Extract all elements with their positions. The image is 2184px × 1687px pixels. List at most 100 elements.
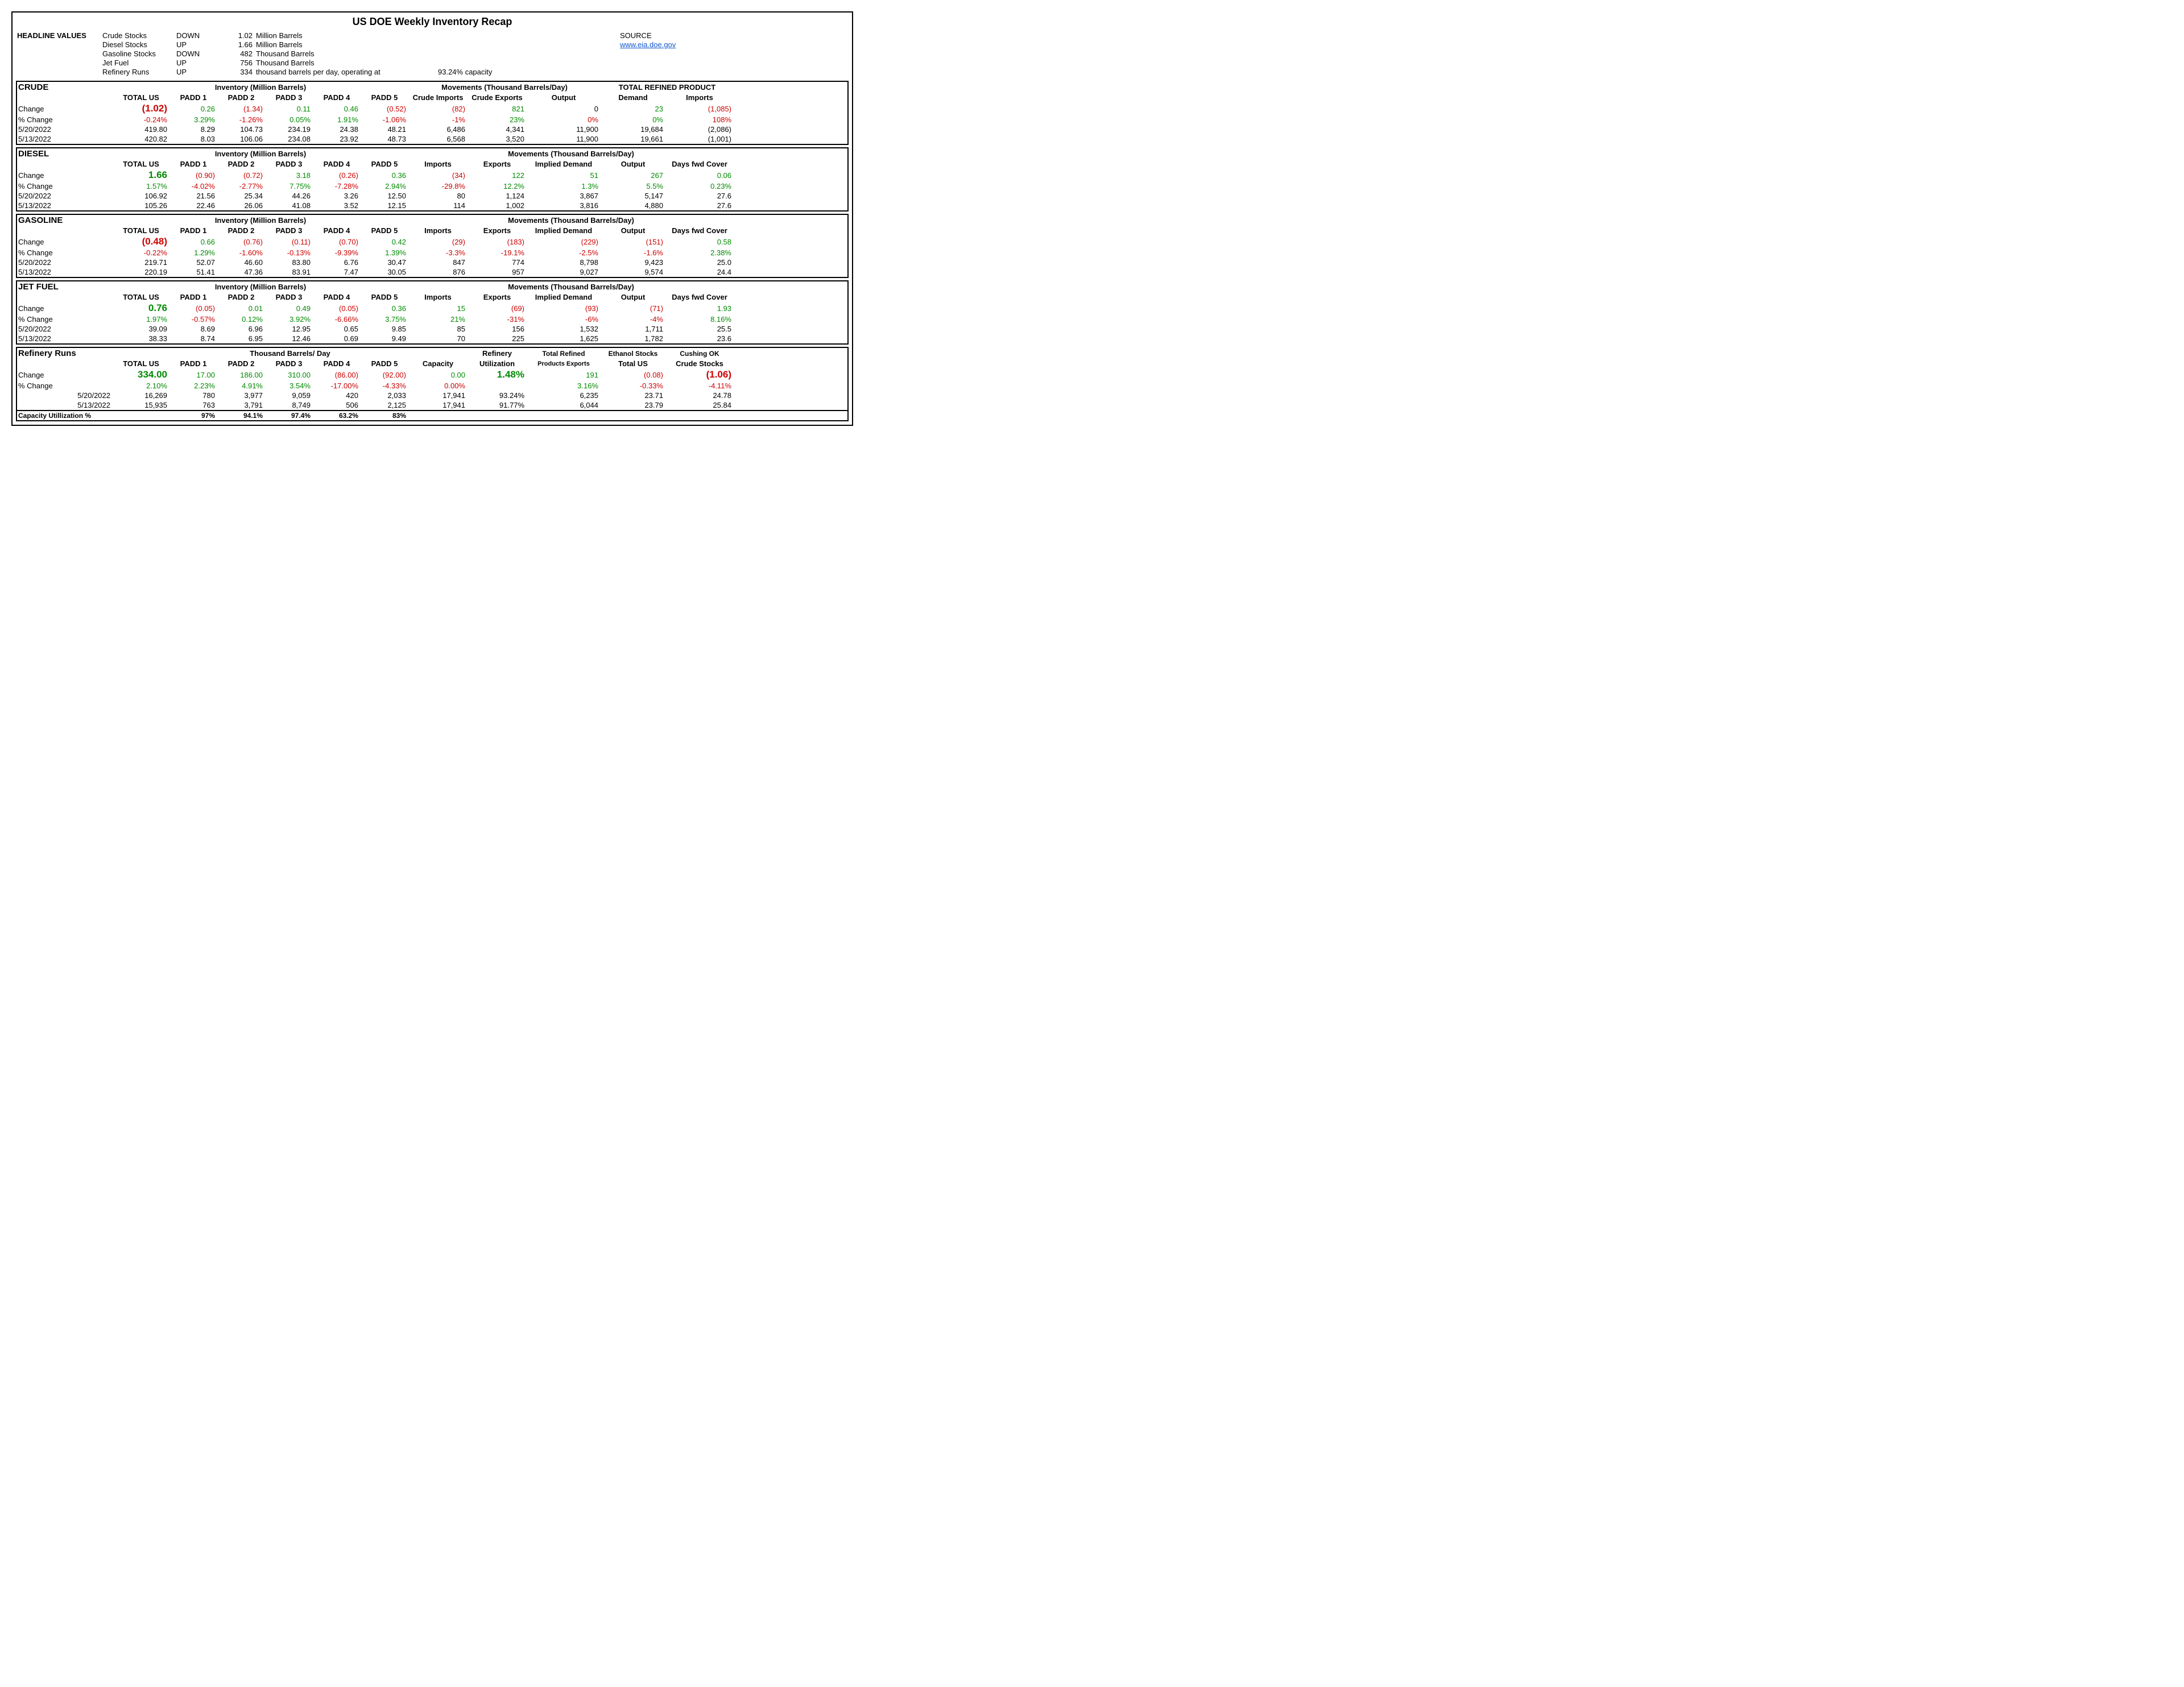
hdr-p2: PADD 2 bbox=[218, 93, 266, 102]
cell-p3: 12.95 bbox=[266, 324, 314, 334]
crude-span-mid: Movements (Thousand Barrels/Day) bbox=[410, 82, 602, 92]
hdr-cush: Crude Stocks bbox=[667, 359, 735, 368]
cell-r1: 19,661 bbox=[602, 134, 667, 144]
hdr-p1: PADD 1 bbox=[171, 93, 218, 102]
cell-p3: 234.08 bbox=[266, 134, 314, 144]
row-label: Change bbox=[17, 304, 114, 313]
cell-p3: 3.18 bbox=[266, 171, 314, 180]
hdr-output: Output bbox=[602, 226, 667, 235]
hdl-0-extra bbox=[438, 31, 620, 40]
hdl-1-extra bbox=[438, 40, 620, 49]
cell-eth: 23.79 bbox=[602, 400, 667, 410]
cell-p5: 0.36 bbox=[362, 304, 410, 313]
cell-r1: 19,684 bbox=[602, 125, 667, 134]
row-label: % Change bbox=[17, 248, 114, 258]
cell-m2: 1,124 bbox=[469, 191, 528, 201]
cell-m3: -6% bbox=[528, 314, 602, 324]
cell-m5: 25.5 bbox=[667, 324, 735, 334]
row-label: Change bbox=[17, 104, 114, 114]
hdr-crude-exports: Crude Exports bbox=[469, 93, 528, 102]
cell-p2: 186.00 bbox=[218, 370, 266, 380]
cell-p3: 234.19 bbox=[266, 125, 314, 134]
cell-m2: 774 bbox=[469, 258, 528, 267]
row-label: 5/20/2022 bbox=[17, 125, 114, 134]
cell-m2: 225 bbox=[469, 334, 528, 343]
cell-total: 420.82 bbox=[114, 134, 171, 144]
cell-p2: 25.34 bbox=[218, 191, 266, 201]
cell-m2: (69) bbox=[469, 304, 528, 313]
cell-m2: 4,341 bbox=[469, 125, 528, 134]
cell-p2: -2.77% bbox=[218, 181, 266, 191]
hdr-p1: PADD 1 bbox=[171, 159, 218, 169]
cell-p1: 8.74 bbox=[171, 334, 218, 343]
hdr-output: Output bbox=[602, 159, 667, 169]
hdr-imports: Imports bbox=[410, 159, 469, 169]
crude-name: CRUDE bbox=[17, 82, 114, 93]
refinery-name: Refinery Runs bbox=[17, 348, 114, 359]
cell-p1: 17.00 bbox=[171, 370, 218, 380]
cell-m3: 0 bbox=[528, 104, 602, 114]
cell-m2: -31% bbox=[469, 314, 528, 324]
cell-p4: (0.26) bbox=[314, 171, 362, 180]
cell-p1: 2.23% bbox=[171, 381, 218, 391]
cell-m1: -3.3% bbox=[410, 248, 469, 258]
row-label: 5/13/2022 bbox=[17, 267, 114, 277]
cell-m3: 3,867 bbox=[528, 191, 602, 201]
cell-total: (0.48) bbox=[114, 235, 171, 248]
cell-p4: 506 bbox=[314, 400, 362, 410]
cell-p1: 763 bbox=[171, 400, 218, 410]
hdr-imports: Imports bbox=[410, 292, 469, 302]
cell-total: -0.24% bbox=[114, 115, 171, 125]
cell-m3: (229) bbox=[528, 237, 602, 247]
hdl-0-unit: Million Barrels bbox=[256, 31, 438, 40]
row-label: Change bbox=[17, 370, 114, 380]
cell-m5: 0.23% bbox=[667, 181, 735, 191]
hdr-p2: PADD 2 bbox=[218, 292, 266, 302]
hdr-p4: PADD 4 bbox=[314, 93, 362, 102]
cell-trpe: 6,235 bbox=[528, 391, 602, 400]
cell-p1: 21.56 bbox=[171, 191, 218, 201]
cell-p2: 3,977 bbox=[218, 391, 266, 400]
cell-p2: 47.36 bbox=[218, 267, 266, 277]
hdr-p1: PADD 1 bbox=[171, 292, 218, 302]
row-label: 5/13/2022 bbox=[17, 334, 114, 343]
cell-m5: 23.6 bbox=[667, 334, 735, 343]
hdr-refinery: Refinery bbox=[469, 349, 528, 358]
cell-p3: 44.26 bbox=[266, 191, 314, 201]
cell-p4: 0.69 bbox=[314, 334, 362, 343]
caputil-p4: 63.2% bbox=[314, 411, 362, 420]
hdr-days-cover: Days fwd Cover bbox=[667, 292, 735, 302]
hdl-4-name: Refinery Runs bbox=[102, 68, 176, 76]
cell-eth: 23.71 bbox=[602, 391, 667, 400]
cell-m2: 3,520 bbox=[469, 134, 528, 144]
cell-p1: -0.57% bbox=[171, 314, 218, 324]
cell-m3: 1,532 bbox=[528, 324, 602, 334]
cell-m1: 847 bbox=[410, 258, 469, 267]
cap-util-label: Capacity Utillization % bbox=[17, 411, 171, 420]
hdr-p2: PADD 2 bbox=[218, 226, 266, 235]
hdr-p3: PADD 3 bbox=[266, 93, 314, 102]
hdr-total: TOTAL US bbox=[114, 226, 171, 235]
cell-p3: 0.49 bbox=[266, 304, 314, 313]
cell-p1: 8.03 bbox=[171, 134, 218, 144]
cell-p5: 2,033 bbox=[362, 391, 410, 400]
cell-m2: 122 bbox=[469, 171, 528, 180]
cell-m1: 6,568 bbox=[410, 134, 469, 144]
cell-trpe: 6,044 bbox=[528, 400, 602, 410]
cell-m5: 0.58 bbox=[667, 237, 735, 247]
cell-p4: -9.39% bbox=[314, 248, 362, 258]
cell-total: 220.19 bbox=[114, 267, 171, 277]
cell-p5: (0.52) bbox=[362, 104, 410, 114]
hdr-utilization: Utilization bbox=[469, 359, 528, 368]
report-title: US DOE Weekly Inventory Recap bbox=[16, 15, 849, 31]
hdl-0-dir: DOWN bbox=[176, 31, 222, 40]
jetfuel-section: JET FUEL Inventory (Million Barrels) Mov… bbox=[16, 280, 849, 345]
cell-p5: 2.94% bbox=[362, 181, 410, 191]
source-link[interactable]: www.eia.doe.gov bbox=[620, 40, 676, 49]
cell-p1: -4.02% bbox=[171, 181, 218, 191]
hdl-0-name: Crude Stocks bbox=[102, 31, 176, 40]
cell-p4: 3.26 bbox=[314, 191, 362, 201]
hdl-3-name: Jet Fuel bbox=[102, 59, 176, 67]
hdr-p5: PADD 5 bbox=[362, 226, 410, 235]
hdl-3-dir: UP bbox=[176, 59, 222, 67]
